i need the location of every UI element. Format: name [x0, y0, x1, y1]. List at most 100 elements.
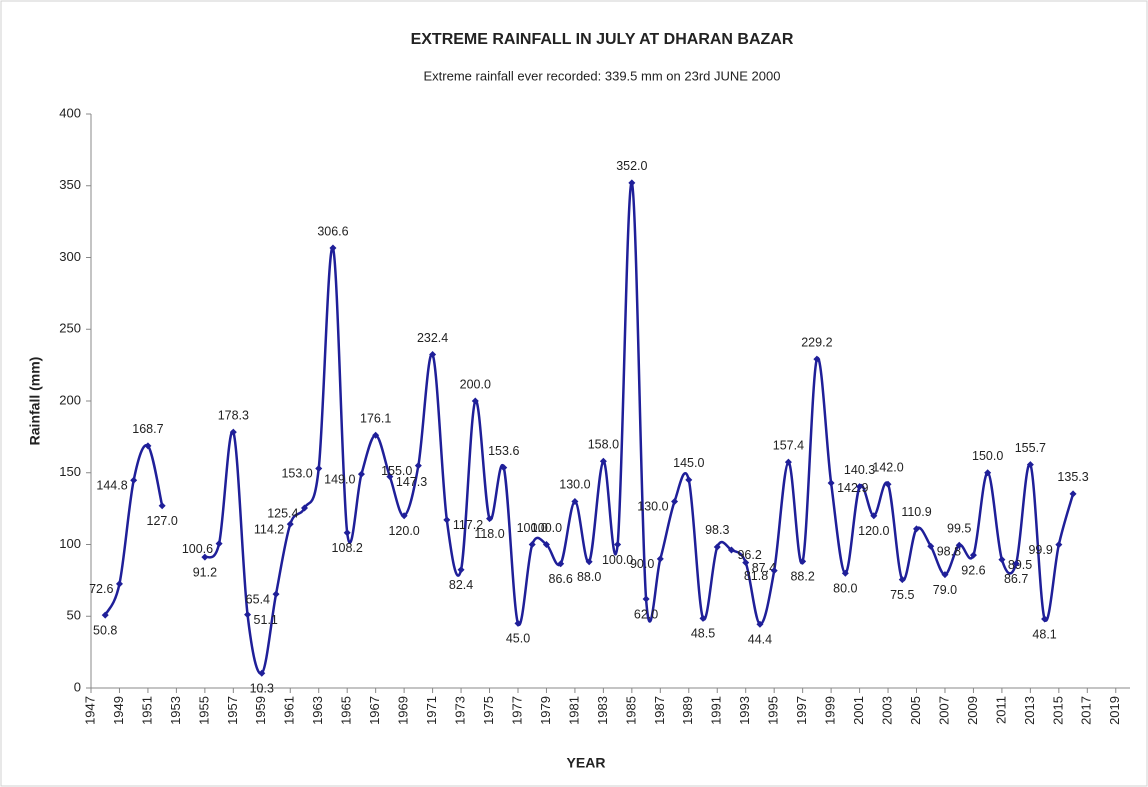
data-label: 108.2 — [332, 541, 363, 555]
point-marker — [115, 580, 123, 588]
x-tick-label: 2007 — [936, 696, 951, 725]
point-marker — [144, 442, 152, 450]
data-label: 82.4 — [449, 578, 473, 592]
y-tick-label: 350 — [59, 177, 81, 192]
point-marker — [429, 351, 437, 359]
data-label: 48.5 — [691, 627, 715, 641]
x-tick-label: 1959 — [253, 696, 268, 725]
data-label: 89.5 — [1008, 558, 1032, 572]
point-marker — [756, 620, 764, 628]
x-tick-label: 1987 — [652, 696, 667, 725]
x-tick-label: 1997 — [794, 696, 809, 725]
chart-subtitle: Extreme rainfall ever recorded: 339.5 mm… — [424, 68, 781, 83]
point-marker — [628, 179, 636, 187]
data-label: 100.0 — [602, 553, 633, 567]
data-label: 120.0 — [858, 524, 889, 538]
point-marker — [500, 464, 508, 472]
data-label: 81.8 — [744, 569, 768, 583]
data-label: 168.7 — [132, 422, 163, 436]
point-marker — [514, 619, 522, 627]
point-marker — [969, 551, 977, 559]
x-tick-label: 1989 — [680, 696, 695, 725]
data-label: 62.0 — [634, 607, 658, 621]
data-label: 88.0 — [577, 570, 601, 584]
x-tick-label: 1985 — [623, 696, 638, 725]
point-marker — [656, 555, 664, 563]
point-marker — [542, 541, 550, 548]
data-label: 145.0 — [673, 456, 704, 470]
data-label: 200.0 — [460, 377, 491, 391]
data-label: 88.2 — [790, 570, 814, 584]
point-marker — [343, 529, 351, 537]
data-label: 130.0 — [559, 478, 590, 492]
point-marker — [1012, 560, 1020, 568]
data-label: 114.2 — [254, 522, 284, 536]
y-tick-label: 200 — [59, 392, 81, 407]
x-tick-label: 1977 — [509, 696, 524, 725]
point-marker — [528, 541, 536, 548]
data-label: 130.0 — [637, 500, 668, 514]
point-marker — [699, 614, 707, 622]
data-label: 75.5 — [890, 588, 914, 602]
point-marker — [685, 476, 693, 484]
point-marker — [856, 483, 864, 491]
x-tick-label: 1963 — [310, 696, 325, 725]
data-label: 229.2 — [801, 335, 832, 349]
x-tick-label: 1949 — [111, 696, 126, 725]
data-label: 157.4 — [773, 438, 804, 452]
point-marker — [229, 428, 237, 436]
point-marker — [557, 560, 565, 568]
point-marker — [457, 566, 465, 574]
point-marker — [927, 542, 935, 550]
x-tick-label: 1973 — [452, 696, 467, 725]
y-tick-label: 100 — [59, 536, 81, 551]
point-marker — [841, 569, 849, 577]
x-tick-label: 1971 — [424, 696, 439, 725]
x-tick-label: 2015 — [1050, 696, 1065, 725]
point-marker — [443, 516, 451, 524]
x-tick-label: 2003 — [879, 696, 894, 725]
data-label: 178.3 — [218, 408, 249, 422]
point-marker — [713, 543, 721, 551]
data-label: 150.0 — [972, 449, 1003, 463]
data-label: 98.8 — [937, 545, 961, 559]
y-axis-title: Rainfall (mm) — [27, 357, 43, 446]
point-marker — [642, 595, 650, 603]
data-label: 10.3 — [250, 682, 274, 696]
data-label: 99.5 — [947, 522, 971, 536]
data-label: 90.0 — [630, 557, 654, 571]
point-marker — [813, 355, 821, 363]
point-marker — [286, 520, 294, 528]
data-label: 153.0 — [281, 467, 312, 481]
point-marker — [130, 476, 138, 484]
x-tick-label: 1951 — [139, 696, 154, 725]
point-marker — [770, 567, 778, 575]
point-marker — [414, 462, 422, 470]
data-label: 144.8 — [96, 479, 127, 493]
point-marker — [884, 480, 892, 488]
y-tick-label: 0 — [74, 679, 81, 694]
x-tick-label: 1995 — [766, 696, 781, 725]
point-marker — [300, 504, 308, 512]
data-label: 100.0 — [531, 521, 562, 535]
point-marker — [799, 557, 807, 565]
x-tick-label: 2001 — [851, 696, 866, 725]
point-marker — [315, 464, 323, 472]
data-label: 142.0 — [872, 461, 903, 475]
point-marker — [372, 431, 380, 439]
point-marker — [201, 553, 209, 561]
chart-title: EXTREME RAINFALL IN JULY AT DHARAN BAZAR — [411, 31, 794, 48]
point-marker — [357, 470, 365, 478]
data-label: 51.1 — [254, 613, 278, 627]
data-label: 100.0 — [517, 521, 548, 535]
data-label: 120.0 — [388, 524, 419, 538]
y-tick-label: 250 — [59, 321, 81, 336]
y-tick-label: 400 — [59, 105, 81, 120]
data-label: 45.0 — [506, 632, 530, 646]
point-marker — [913, 525, 921, 533]
data-label: 65.4 — [246, 592, 270, 606]
point-marker — [101, 611, 109, 619]
data-label: 50.8 — [93, 623, 117, 637]
data-label: 306.6 — [317, 224, 348, 238]
